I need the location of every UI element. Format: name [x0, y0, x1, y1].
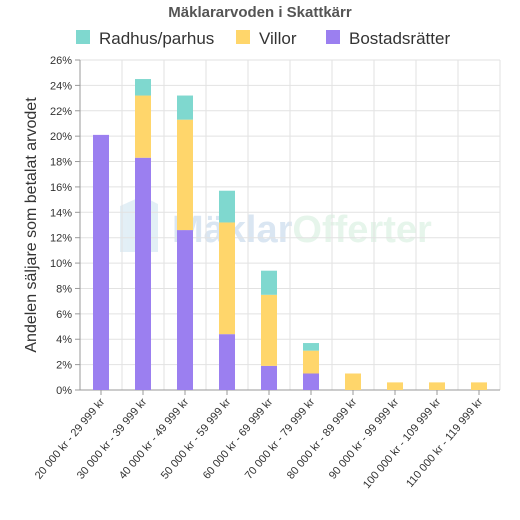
bar-villor[interactable] [135, 95, 151, 158]
y-tick-label: 18% [50, 157, 72, 169]
bar-radhus-parhus[interactable] [261, 270, 277, 295]
y-tick-label: 16% [50, 182, 72, 194]
bar-villor[interactable] [303, 350, 319, 374]
x-tick-label: 60 000 kr - 69 999 kr [201, 396, 276, 482]
bar-radhus-parhus[interactable] [219, 190, 235, 223]
legend-swatch-bostadsr-tter[interactable] [326, 30, 340, 44]
watermark: MäklarOfferter [120, 196, 432, 252]
legend-label-radhus-parhus[interactable]: Radhus/parhus [99, 29, 214, 48]
y-tick-label: 14% [50, 207, 72, 219]
bar-radhus-parhus[interactable] [135, 79, 151, 96]
watermark-text: MäklarOfferter [172, 209, 432, 251]
y-axis-ticks: 0% 2% 4% 6% 8% 10% 12% 14% 16% 18% 20% 22% 24% 26% [50, 55, 80, 397]
y-tick-label: 6% [56, 309, 72, 321]
x-tick-label: 50 000 kr - 59 999 kr [159, 396, 234, 482]
bar-villor[interactable] [177, 119, 193, 231]
bar-bostadsr-tter[interactable] [177, 230, 193, 390]
watermark-part-2: Offerter [292, 209, 432, 251]
legend-swatch-villor[interactable] [236, 30, 250, 44]
bar-bostadsr-tter[interactable] [93, 134, 109, 390]
x-tick-label: 70 000 kr - 79 999 kr [243, 396, 318, 482]
y-tick-label: 2% [56, 360, 72, 372]
x-tick-label: 30 000 kr - 39 999 kr [75, 396, 150, 482]
y-tick-label: 26% [50, 55, 72, 67]
y-tick-label: 20% [50, 131, 72, 143]
bar-bostadsr-tter[interactable] [219, 334, 235, 390]
x-tick-label: 80 000 kr - 89 999 kr [285, 396, 360, 482]
bars [93, 79, 487, 390]
y-tick-label: 24% [50, 80, 72, 92]
x-tick-label: 20 000 kr - 29 999 kr [33, 396, 108, 482]
bar-villor[interactable] [345, 373, 361, 391]
bar-radhus-parhus[interactable] [303, 343, 319, 351]
bar-villor[interactable] [387, 382, 403, 390]
y-axis-label: Andelen säljare som betalat arvodet [23, 97, 40, 353]
legend-label-bostadsr-tter[interactable]: Bostadsrätter [349, 29, 450, 48]
bar-bostadsr-tter[interactable] [261, 365, 277, 390]
legend-swatch-radhus-parhus[interactable] [76, 30, 90, 44]
y-tick-label: 10% [50, 258, 72, 270]
bar-villor[interactable] [219, 222, 235, 335]
y-tick-label: 8% [56, 283, 72, 295]
y-tick-label: 12% [50, 233, 72, 245]
y-tick-label: 22% [50, 106, 72, 118]
x-tick-label: 110 000 kr - 119 999 kr [404, 396, 485, 490]
bar-radhus-parhus[interactable] [177, 95, 193, 120]
bar-villor[interactable] [429, 382, 445, 390]
y-tick-label: 4% [56, 334, 72, 346]
y-tick-label: 0% [56, 385, 72, 397]
bar-bostadsr-tter[interactable] [303, 373, 319, 391]
legend-label-villor[interactable]: Villor [259, 29, 297, 48]
legend: Radhus/parhus Villor Bostadsrätter [76, 29, 450, 48]
x-tick-label: 100 000 kr - 109 999 kr [361, 396, 444, 491]
bar-bostadsr-tter[interactable] [135, 157, 151, 390]
chart-title: Mäklararvoden i Skattkärr [168, 4, 352, 21]
bar-villor[interactable] [471, 382, 487, 390]
x-tick-label: 40 000 kr - 49 999 kr [117, 396, 192, 482]
x-tick-label: 90 000 kr - 99 999 kr [327, 396, 402, 482]
bar-villor[interactable] [261, 294, 277, 366]
